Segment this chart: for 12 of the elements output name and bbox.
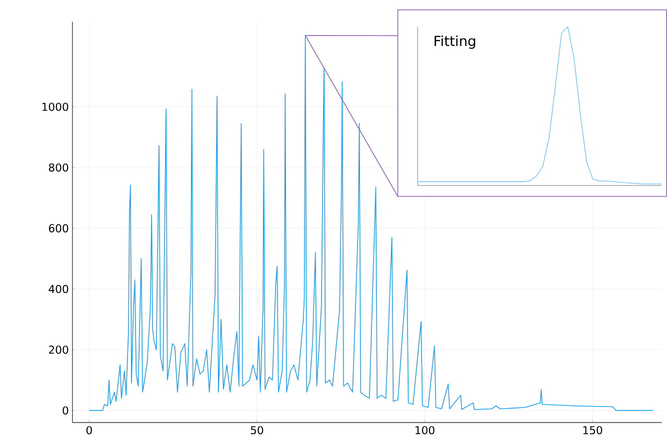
x-tick-label: 150 <box>583 426 602 434</box>
y-tick-label: 200 <box>48 345 68 354</box>
text: Fitting <box>434 35 476 49</box>
x-tick-label: 0 <box>86 426 92 434</box>
y-tick-label: 400 <box>48 284 68 293</box>
x-tick-label: 50 <box>250 426 264 434</box>
x-tick-label: 100 <box>416 426 434 434</box>
y-tick-label: 0 <box>62 406 68 414</box>
y-tick-label: 600 <box>48 224 68 232</box>
y-tick-label: 1000 <box>42 102 68 111</box>
line-series <box>88 34 654 411</box>
y-tick-label: 800 <box>48 163 68 172</box>
